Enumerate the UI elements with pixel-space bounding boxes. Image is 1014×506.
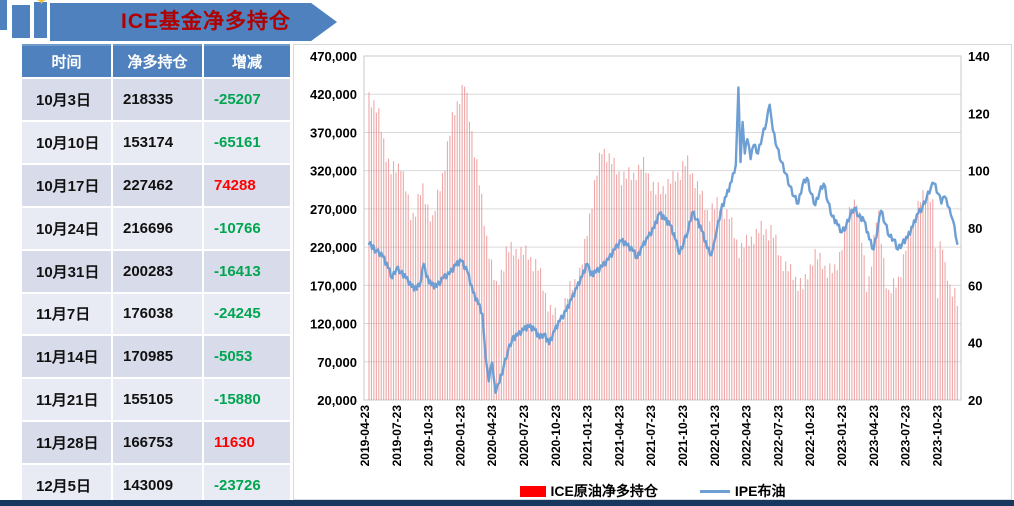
table-row-4-date: 10月31日 (22, 250, 111, 292)
svg-text:40: 40 (968, 336, 982, 351)
legend-swatch-line (699, 489, 730, 493)
svg-text:270,000: 270,000 (310, 202, 357, 217)
table-row-1-change: -65161 (204, 121, 290, 163)
decor-square-1 (0, 0, 7, 30)
chart-card: 470,000 420,000 370,000 320,000 270,000 220,0… (293, 44, 1012, 500)
svg-text:120: 120 (968, 106, 990, 121)
table-row-0-change: -25207 (204, 79, 290, 120)
table-row-5-date: 11月7日 (22, 293, 111, 335)
svg-text:2021-04-23: 2021-04-23 (612, 405, 626, 467)
svg-text:2021-10-23: 2021-10-23 (676, 405, 690, 467)
table-row-4-position: 200283 (113, 250, 202, 292)
svg-text:2023-01-23: 2023-01-23 (835, 405, 849, 467)
legend-label-line: IPE布油 (734, 483, 786, 499)
decor-square-2 (12, 5, 30, 38)
table-row-9-change: -23726 (204, 465, 290, 506)
legend-swatch-bars (519, 485, 546, 497)
svg-text:220,000: 220,000 (310, 240, 357, 255)
svg-text:470,000: 470,000 (310, 49, 357, 64)
svg-text:2023-04-23: 2023-04-23 (867, 405, 881, 467)
svg-text:2021-01-23: 2021-01-23 (581, 405, 595, 467)
table-row-0-date: 10月3日 (22, 79, 111, 120)
table-row-7-change: -15880 (204, 379, 290, 421)
svg-text:2019-10-23: 2019-10-23 (422, 405, 436, 467)
table-row-9-position: 143009 (113, 465, 202, 506)
svg-text:120,000: 120,000 (310, 317, 357, 332)
table-row-2-position: 227462 (113, 164, 202, 206)
table-row-2-date: 10月17日 (22, 164, 111, 206)
table-row-8-date: 11月28日 (22, 422, 111, 464)
svg-text:80: 80 (968, 221, 982, 236)
svg-text:2022-01-23: 2022-01-23 (708, 405, 722, 467)
table-row-6-position: 170985 (113, 336, 202, 378)
svg-text:320,000: 320,000 (310, 164, 357, 179)
legend-item-line: IPE布油 (699, 481, 786, 501)
header-cell-position: 净多持仓 (113, 44, 202, 77)
table-row-3-change: -10766 (204, 207, 290, 249)
svg-text:2023-10-23: 2023-10-23 (930, 405, 944, 467)
svg-text:2019-04-23: 2019-04-23 (358, 405, 372, 467)
svg-text:140: 140 (968, 49, 990, 64)
header-cell-change: 增减 (204, 44, 290, 77)
svg-text:2019-07-23: 2019-07-23 (390, 405, 404, 467)
table-row-1-position: 153174 (113, 121, 202, 163)
svg-text:60: 60 (968, 278, 982, 293)
header-cell-time: 时间 (22, 44, 111, 77)
table-row-4-change: -16413 (204, 250, 290, 292)
svg-text:70,000: 70,000 (317, 355, 357, 370)
svg-text:2022-04-23: 2022-04-23 (740, 405, 754, 467)
svg-text:20: 20 (968, 393, 982, 408)
table-row-5-change: -24245 (204, 293, 290, 335)
position-table: 时间 净多持仓 增减 10月3日 218335 -25207 10月10日 153174 -65… (22, 44, 290, 506)
bottom-divider-bar (0, 500, 1014, 506)
table-row-0-position: 218335 (113, 79, 202, 120)
legend-label-bars: ICE原油净多持仓 (550, 483, 658, 499)
svg-text:2020-07-23: 2020-07-23 (517, 405, 531, 467)
svg-text:2021-07-23: 2021-07-23 (644, 405, 658, 467)
legend-item-bars: ICE原油净多持仓 (519, 481, 658, 501)
banner-arrow: ICE基金净多持仓 (50, 3, 337, 41)
decor-square-3 (34, 2, 47, 38)
svg-text:2020-01-23: 2020-01-23 (453, 405, 467, 467)
svg-text:2023-07-23: 2023-07-23 (899, 405, 913, 467)
table-row-3-position: 216696 (113, 207, 202, 249)
chart-canvas: 470,000 420,000 370,000 320,000 270,000 220,0… (310, 49, 990, 467)
table-row-7-position: 155105 (113, 379, 202, 421)
svg-text:170,000: 170,000 (310, 278, 357, 293)
table-row-1-date: 10月10日 (22, 121, 111, 163)
table-row-9-date: 12月5日 (22, 465, 111, 506)
svg-text:20,000: 20,000 (317, 393, 357, 408)
table-row-7-date: 11月21日 (22, 379, 111, 421)
sparkle-icon: ✦ (36, 0, 47, 8)
svg-text:100: 100 (968, 164, 990, 179)
page-title: ICE基金净多持仓 (120, 10, 291, 33)
table-row-6-change: -5053 (204, 336, 290, 378)
table-row-8-position: 166753 (113, 422, 202, 464)
table-row-6-date: 11月14日 (22, 336, 111, 378)
chart-legend: ICE原油净多持仓 IPE布油 (294, 481, 1011, 501)
table-row-3-date: 10月24日 (22, 207, 111, 249)
table-row-5-position: 176038 (113, 293, 202, 335)
svg-text:2022-07-23: 2022-07-23 (771, 405, 785, 467)
svg-text:2020-04-23: 2020-04-23 (485, 405, 499, 467)
svg-text:2022-10-23: 2022-10-23 (803, 405, 817, 467)
svg-text:370,000: 370,000 (310, 125, 357, 140)
svg-text:2020-10-23: 2020-10-23 (549, 405, 563, 467)
table-row-2-change: 74288 (204, 164, 290, 206)
table-row-8-change: 11630 (204, 422, 290, 464)
svg-text:420,000: 420,000 (310, 87, 357, 102)
